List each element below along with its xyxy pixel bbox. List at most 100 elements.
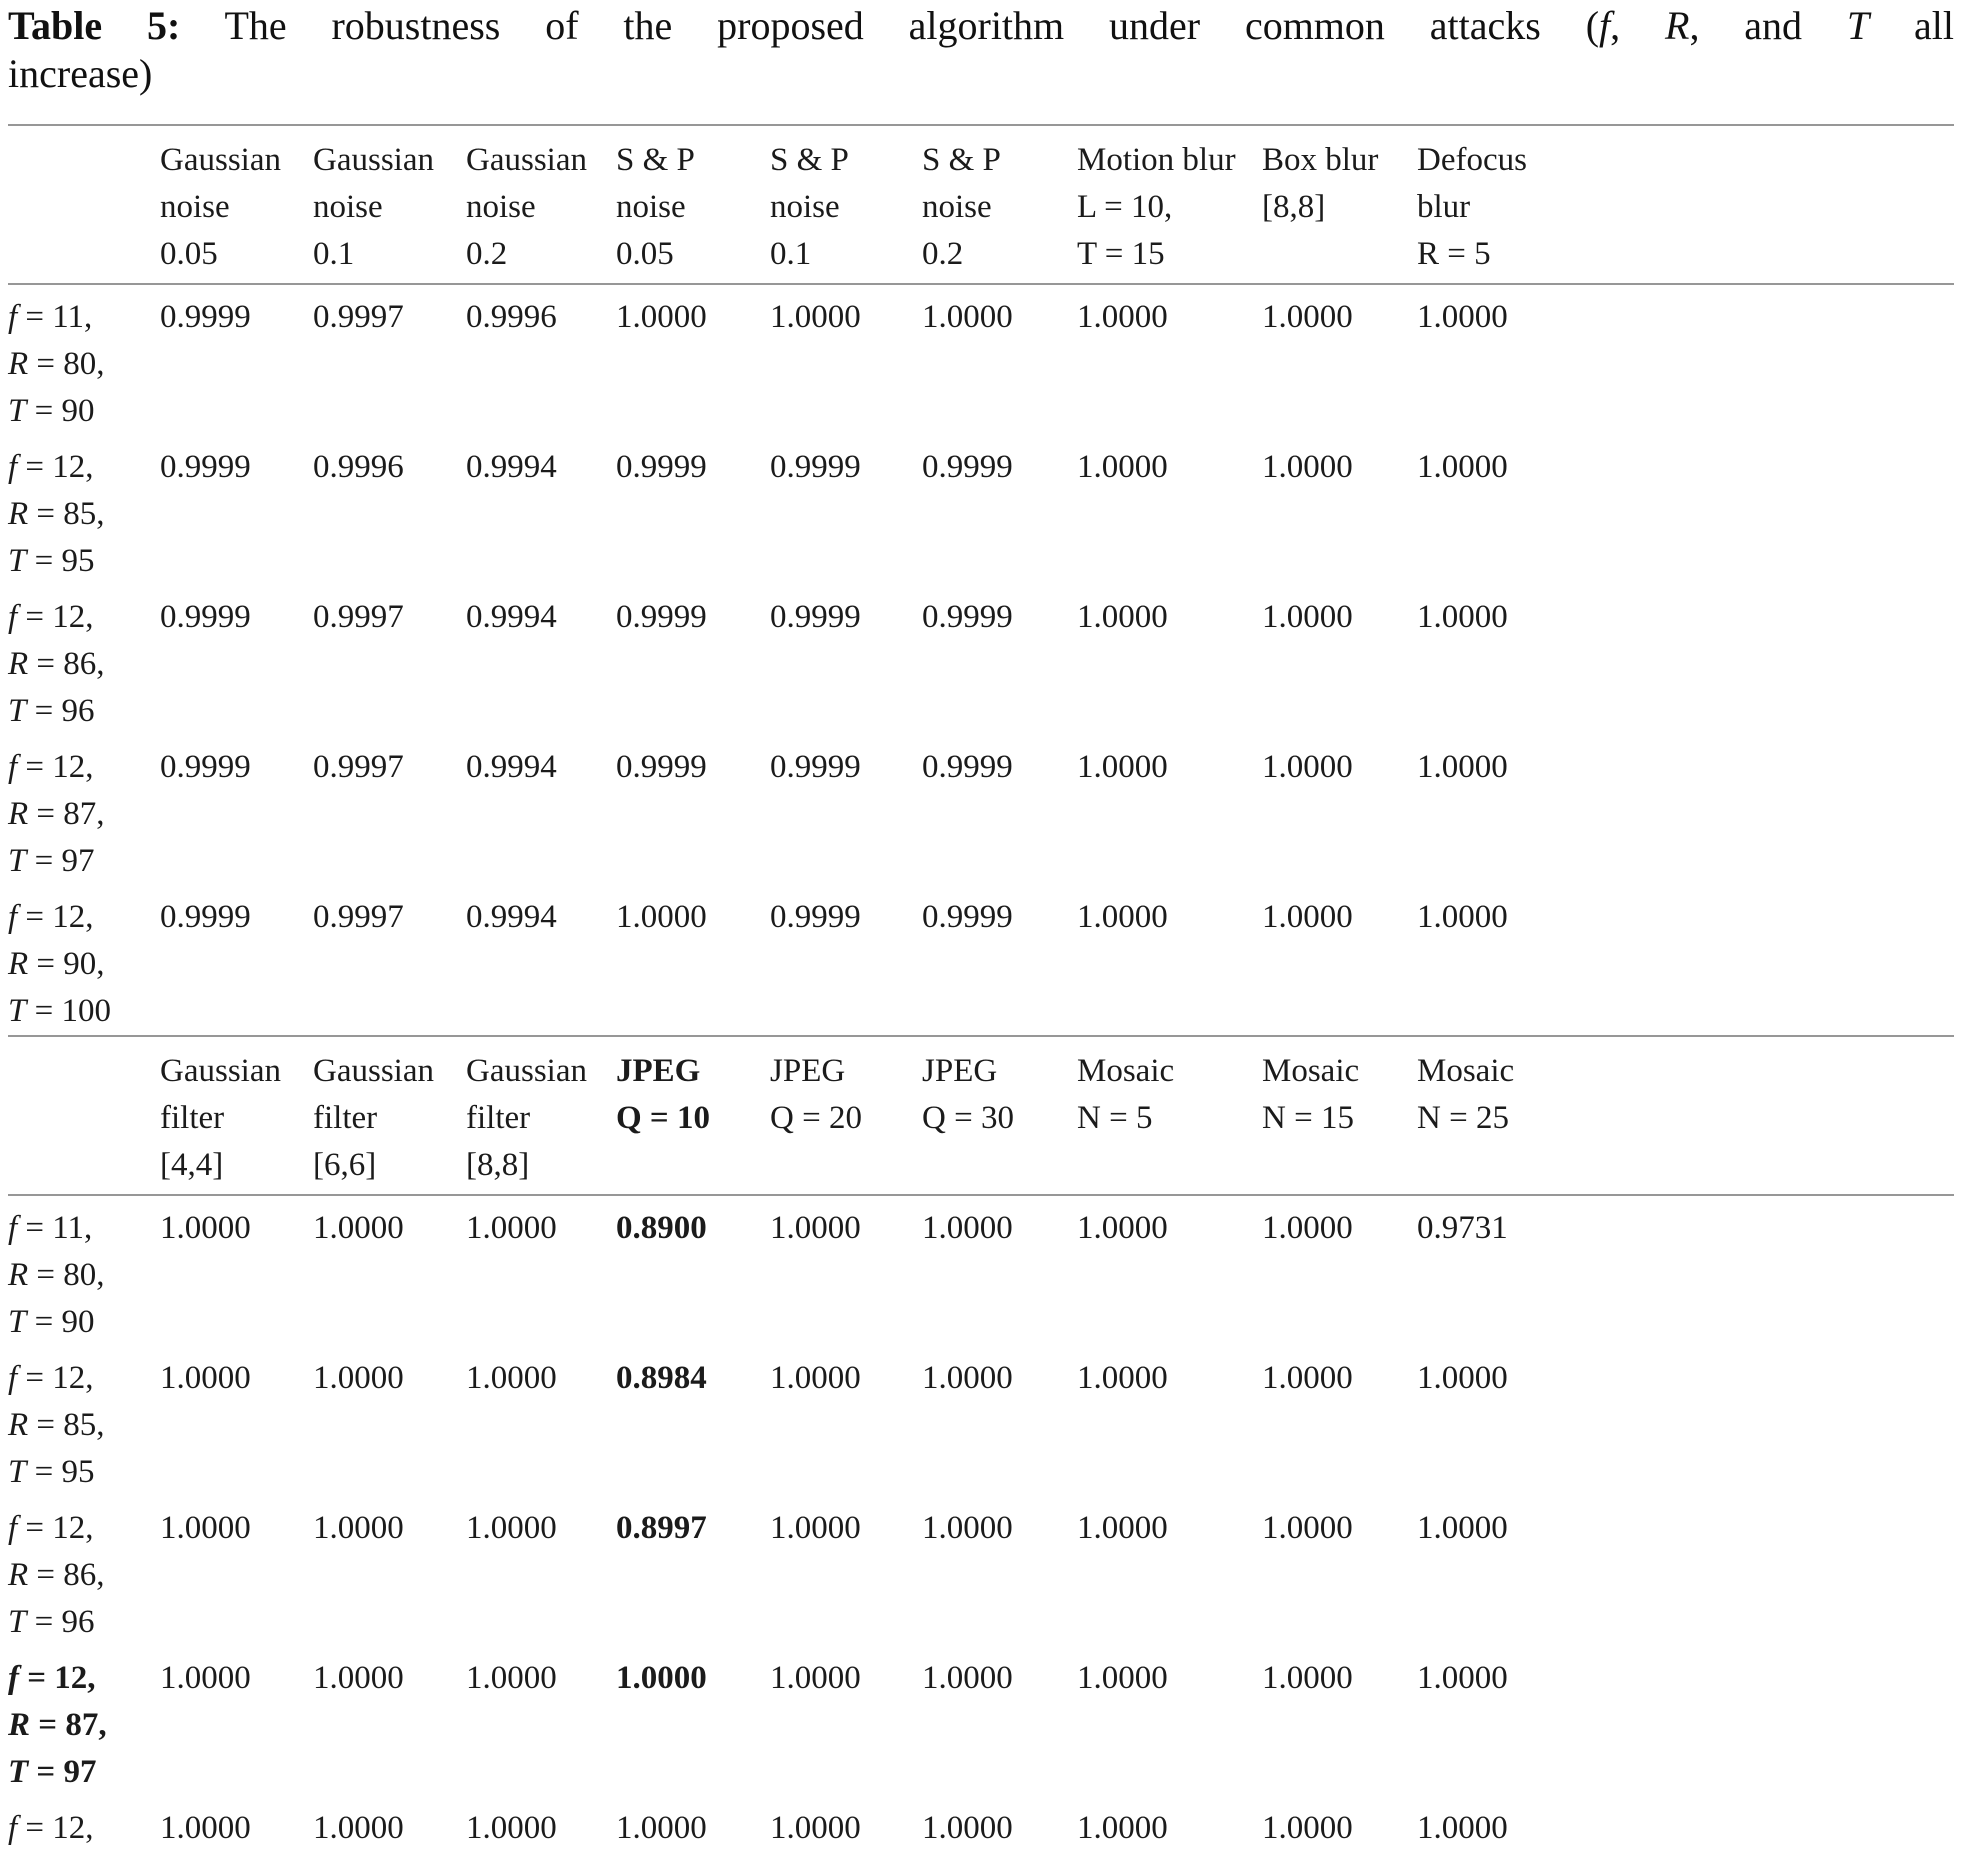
row-label-variable: f bbox=[8, 899, 18, 935]
column-header-line: Gaussian bbox=[160, 142, 281, 178]
title-segment: R bbox=[1665, 3, 1690, 48]
table-title: Table 5: The robustness of the proposed … bbox=[8, 2, 1954, 98]
data-cell: 1.0000 bbox=[1262, 1360, 1353, 1396]
row-label-line: f = 12, bbox=[8, 1510, 94, 1546]
column-header-line: Defocus bbox=[1417, 142, 1527, 178]
data-cell: 1.0000 bbox=[1077, 449, 1168, 485]
row-label-variable: R bbox=[8, 946, 29, 982]
data-cell: 1.0000 bbox=[1417, 1510, 1508, 1546]
row-label-line: R = 86, bbox=[8, 1557, 105, 1593]
data-cell: 0.9997 bbox=[313, 749, 404, 785]
row-label-variable: f bbox=[8, 1510, 18, 1546]
row-label: f = 11, R = 80, T = 90 bbox=[8, 284, 160, 435]
data-cell: 0.9999 bbox=[922, 899, 1013, 935]
column-header-line: Gaussian bbox=[160, 1053, 281, 1089]
row-label-line: T = 100 bbox=[8, 993, 111, 1029]
data-cell: 1.0000 bbox=[1262, 1796, 1417, 1859]
column-header: Box blur [8,8] bbox=[1262, 124, 1417, 285]
table-title-line1: Table 5: The robustness of the proposed … bbox=[8, 2, 1954, 50]
data-cell: 0.9999 bbox=[770, 599, 861, 635]
row-label-variable: R bbox=[8, 1857, 28, 1859]
table-row: f = 12, R = 86, T = 96 1.0000 1.0000 1.0000 0.… bbox=[8, 1496, 1954, 1646]
column-header: Gaussian filter [6,6] bbox=[313, 1035, 466, 1196]
table-row: f = 12, R = 87, T = 97 1.0000 1.0000 1.0000 1.… bbox=[8, 1646, 1954, 1796]
row-label-line: T = 90 bbox=[8, 1304, 95, 1340]
data-cell: 0.9994 bbox=[466, 749, 557, 785]
column-header-line: L = 10, bbox=[1077, 189, 1173, 225]
table-row: f = 11, R = 80, T = 90 1.0000 1.0000 1.0000 0.… bbox=[8, 1195, 1954, 1346]
header-row: Gaussian filter [4,4] Gaussian filter [6,6] Ga… bbox=[8, 1035, 1954, 1196]
column-header-line: Gaussian bbox=[466, 1053, 587, 1089]
row-label-line: f = 12, bbox=[8, 599, 94, 635]
column-header-line: noise bbox=[313, 189, 383, 225]
column-header-line: [6,6] bbox=[313, 1147, 377, 1183]
data-cell: 0.9999 bbox=[160, 449, 251, 485]
column-header-line: R = 5 bbox=[1417, 236, 1491, 272]
column-header-line: 0.1 bbox=[313, 236, 355, 272]
column-header-line: noise bbox=[466, 189, 536, 225]
row-label-line: T = 95 bbox=[8, 1454, 95, 1490]
data-cell: 0.9999 bbox=[770, 899, 861, 935]
data-cell: 1.0000 bbox=[922, 1360, 1013, 1396]
column-header-line: JPEG bbox=[770, 1053, 846, 1089]
row-label-line: f = 12, bbox=[8, 1660, 96, 1696]
data-cell: 1.0000 bbox=[313, 1360, 404, 1396]
column-header-line: 0.2 bbox=[922, 236, 964, 272]
row-label-variable: T bbox=[8, 693, 27, 729]
column-header-line: JPEG bbox=[922, 1053, 998, 1089]
data-cell: 1.0000 bbox=[1077, 899, 1168, 935]
data-cell: 0.9994 bbox=[466, 599, 557, 635]
row-label-line: R = 90, bbox=[8, 1852, 160, 1859]
data-cell: 1.0000 bbox=[466, 1360, 557, 1396]
data-cell: 1.0000 bbox=[922, 1210, 1013, 1246]
data-cell: 1.0000 bbox=[1417, 1660, 1508, 1696]
data-cell: 1.0000 bbox=[616, 299, 707, 335]
data-cell: 1.0000 bbox=[1417, 1360, 1508, 1396]
row-label: f = 12, R = 85, T = 95 bbox=[8, 1346, 160, 1496]
data-cell: 1.0000 bbox=[160, 1510, 251, 1546]
row-label-line: R = 85, bbox=[8, 496, 105, 532]
row-label-variable: f bbox=[8, 1210, 18, 1246]
row-label-variable: T bbox=[8, 393, 27, 429]
column-header-line: N = 25 bbox=[1417, 1100, 1509, 1136]
column-header-line: filter bbox=[313, 1100, 378, 1136]
row-label-variable: f bbox=[8, 449, 18, 485]
table-title-line2: increase) bbox=[8, 51, 153, 96]
data-cell: 1.0000 bbox=[922, 1510, 1013, 1546]
row-label-line: R = 85, bbox=[8, 1407, 105, 1443]
column-header-line: 0.2 bbox=[466, 236, 508, 272]
column-header-line: noise bbox=[770, 189, 840, 225]
row-label-line: T = 96 bbox=[8, 1604, 95, 1640]
data-cell: 1.0000 bbox=[1262, 899, 1353, 935]
row-label-variable: T bbox=[8, 843, 27, 879]
data-cell: 1.0000 bbox=[1417, 899, 1508, 935]
data-cell: 0.9997 bbox=[313, 599, 404, 635]
column-header: Motion blur L = 10, T = 15 bbox=[1077, 124, 1262, 285]
row-label-variable: R bbox=[8, 1707, 31, 1743]
data-cell: 1.0000 bbox=[160, 1796, 313, 1859]
table-row: f = 11, R = 80, T = 90 0.9999 0.9997 0.9996 1.… bbox=[8, 284, 1954, 435]
row-label-variable: T bbox=[8, 1304, 27, 1340]
data-cell: 1.0000 bbox=[1417, 599, 1508, 635]
column-header-line: 0.05 bbox=[160, 236, 218, 272]
row-label-variable: T bbox=[8, 543, 27, 579]
data-cell: 1.0000 bbox=[1417, 1796, 1954, 1859]
row-label: f = 12, R = 86, T = 96 bbox=[8, 585, 160, 735]
row-label-variable: f bbox=[8, 599, 18, 635]
row-label-line: R = 87, bbox=[8, 796, 105, 832]
row-label-line: R = 90, bbox=[8, 946, 105, 982]
data-cell: 1.0000 bbox=[1077, 1796, 1262, 1859]
data-cell: 0.9999 bbox=[922, 449, 1013, 485]
row-label: f = 12, R = 87, T = 97 bbox=[8, 735, 160, 885]
data-cell: 1.0000 bbox=[466, 1210, 557, 1246]
data-cell: 1.0000 bbox=[770, 299, 861, 335]
data-cell: 1.0000 bbox=[1262, 749, 1353, 785]
data-cell: 1.0000 bbox=[466, 1796, 616, 1859]
column-header: Mosaic N = 5 bbox=[1077, 1035, 1262, 1196]
data-cell: 1.0000 bbox=[1262, 599, 1353, 635]
row-label-variable: R bbox=[8, 1557, 29, 1593]
column-header-line: Gaussian bbox=[313, 1053, 434, 1089]
data-cell: 1.0000 bbox=[922, 1796, 1077, 1859]
column-header-line: filter bbox=[466, 1100, 531, 1136]
column-header: JPEG Q = 20 bbox=[770, 1035, 922, 1196]
